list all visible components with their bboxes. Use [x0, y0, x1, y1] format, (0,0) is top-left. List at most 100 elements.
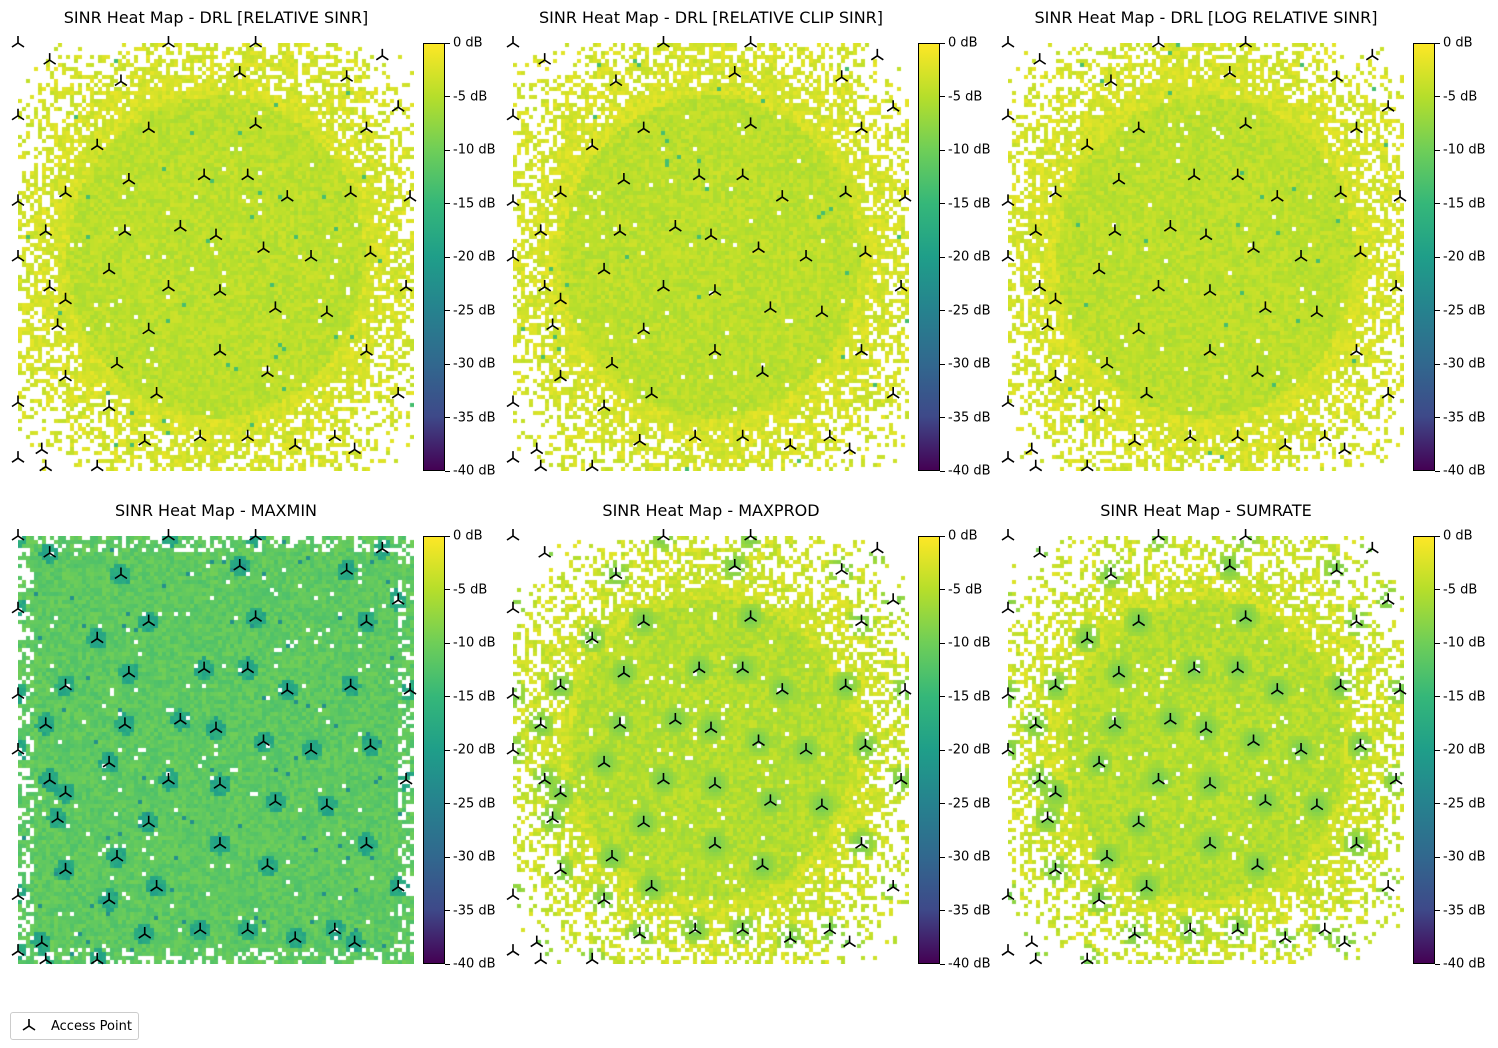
access-point-marker — [752, 734, 765, 747]
colorbar-tick — [1435, 696, 1440, 697]
access-point-marker — [59, 292, 72, 305]
access-point-marker — [320, 305, 334, 318]
access-point-marker — [59, 785, 72, 798]
access-point-marker — [363, 738, 377, 751]
access-point-marker — [688, 922, 702, 935]
access-point-marker — [546, 318, 560, 331]
access-point-marker — [763, 301, 777, 314]
access-point-markers — [506, 36, 912, 472]
access-point-marker — [799, 250, 813, 262]
access-point-marker — [1310, 798, 1324, 811]
access-point-marker — [43, 279, 57, 292]
access-point-marker — [506, 888, 520, 901]
access-point-marker — [839, 678, 853, 691]
access-point-marker — [613, 717, 627, 729]
access-point-marker — [1278, 931, 1292, 943]
access-point-marker — [633, 927, 647, 939]
access-point-marker — [241, 922, 255, 935]
access-point-marker — [90, 459, 104, 472]
sinr-heatmap — [18, 43, 414, 471]
access-point-marker — [1049, 678, 1062, 691]
colorbar-tick-label: -25 dB — [1443, 303, 1486, 318]
access-point-marker — [43, 53, 57, 65]
colorbar-tick — [445, 535, 450, 537]
access-point-marker — [708, 777, 722, 789]
access-point-marker — [1310, 305, 1324, 318]
colorbar-tick-label: -25 dB — [948, 796, 991, 811]
access-point-marker — [1294, 250, 1308, 262]
access-point-marker — [1104, 567, 1118, 580]
colorbar-tick-label: -30 dB — [948, 849, 991, 865]
access-point-marker — [162, 772, 175, 785]
access-point-marker — [39, 459, 53, 472]
access-point-marker — [110, 850, 124, 862]
access-point-marker — [1231, 922, 1245, 935]
access-point-marker — [855, 837, 868, 849]
colorbar-tick — [940, 856, 945, 858]
access-point-marker — [637, 614, 651, 627]
access-point-marker — [1001, 743, 1015, 755]
colorbar-tick — [940, 535, 945, 537]
chart-title: SINR Heat Map - DRL [RELATIVE SINR] — [63, 8, 369, 27]
access-point-marker — [744, 529, 758, 541]
access-point-marker — [597, 755, 611, 768]
colorbar-tick-label: -10 dB — [1443, 635, 1486, 651]
access-point-marker — [605, 357, 619, 369]
access-point-marker — [708, 344, 722, 356]
access-point-marker — [1258, 794, 1272, 807]
colorbar-tick — [1435, 149, 1440, 151]
access-point-marker — [11, 944, 25, 956]
access-point-marker — [213, 837, 227, 849]
access-point-marker — [59, 862, 72, 875]
colorbar-tick — [940, 96, 945, 97]
access-point-marker — [530, 935, 544, 948]
access-point-marker — [1258, 301, 1272, 314]
access-point-marker — [209, 721, 223, 734]
access-point-marker — [506, 944, 520, 956]
access-point-marker — [855, 614, 868, 627]
colorbar-tick-label: 0 dB — [1443, 35, 1473, 51]
access-point-marker — [59, 185, 72, 198]
access-point-marker — [538, 53, 552, 65]
colorbar-tick — [1435, 963, 1440, 965]
colorbar — [423, 536, 445, 964]
colorbar-tick — [940, 363, 945, 365]
access-point-marker — [1350, 614, 1363, 627]
colorbar-tick-label: -25 dB — [1443, 796, 1486, 811]
chart-title: SINR Heat Map - SUMRATE — [1100, 501, 1312, 520]
colorbar-tick — [1435, 256, 1440, 258]
access-point-marker — [1001, 395, 1015, 408]
access-point-marker — [894, 279, 908, 292]
access-point-marker — [855, 344, 868, 356]
colorbar-tick — [940, 803, 945, 804]
access-point-marker — [348, 442, 362, 455]
access-point-marker — [1140, 386, 1154, 399]
access-point-marker — [1350, 344, 1363, 356]
access-point-marker — [1104, 74, 1118, 87]
access-point-marker — [249, 529, 263, 541]
access-point-marker — [213, 777, 227, 789]
access-point-marker — [1033, 279, 1047, 292]
colorbar-tick-label: 0 dB — [948, 528, 978, 544]
access-point-marker — [35, 442, 49, 455]
access-point-marker — [280, 683, 294, 695]
access-point-marker — [257, 734, 270, 747]
access-point-marker — [304, 743, 318, 755]
access-point-marker — [118, 224, 132, 236]
access-point-marker — [1092, 399, 1106, 412]
access-point-marker — [506, 687, 520, 700]
access-point-marker — [340, 563, 354, 575]
access-point-marker — [90, 631, 104, 644]
colorbar-tick — [940, 910, 945, 911]
access-point-marker — [1338, 442, 1352, 455]
access-point-marker — [1128, 927, 1142, 939]
colorbar-tick-label: -5 dB — [1443, 582, 1478, 597]
access-point-marker — [843, 442, 857, 455]
access-point-marker — [546, 811, 560, 824]
access-point-marker — [728, 65, 742, 78]
colorbar-tick — [445, 203, 450, 204]
access-point-marker — [102, 399, 116, 412]
legend: Access Point — [10, 1012, 139, 1040]
access-point-marker — [1381, 100, 1395, 112]
access-point-marker — [360, 344, 373, 356]
